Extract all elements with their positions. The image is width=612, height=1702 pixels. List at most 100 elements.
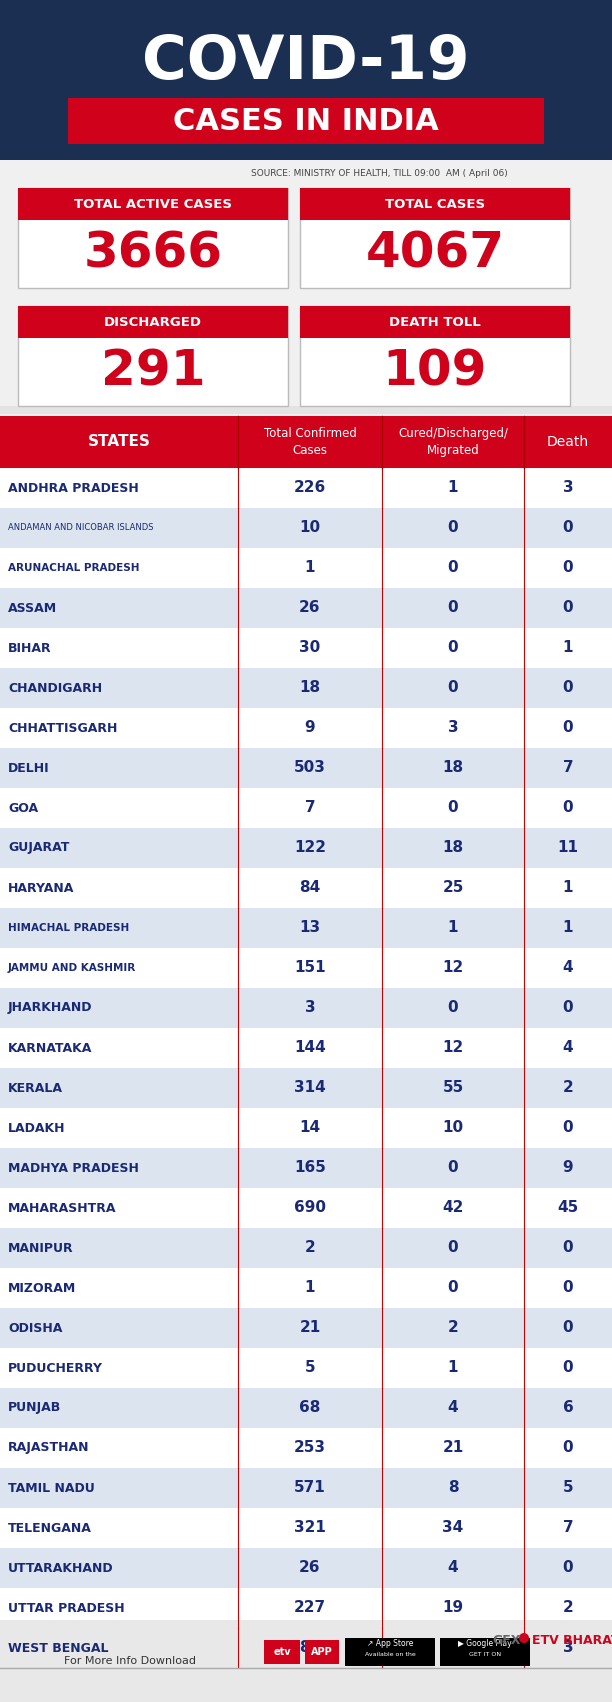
Text: DEATH TOLL: DEATH TOLL	[389, 315, 481, 328]
Text: MAHARASHTRA: MAHARASHTRA	[8, 1202, 116, 1215]
Text: 7: 7	[562, 761, 573, 776]
Text: 68: 68	[299, 1401, 321, 1416]
Text: 151: 151	[294, 960, 326, 975]
Bar	[0, 1268, 612, 1309]
Text: 84: 84	[299, 880, 321, 895]
Bar	[0, 1108, 612, 1149]
Text: GFX: GFX	[492, 1634, 520, 1646]
Bar	[0, 987, 612, 1028]
Bar	[0, 0, 612, 160]
Text: 0: 0	[448, 640, 458, 655]
Bar	[0, 948, 612, 987]
Text: 1: 1	[448, 921, 458, 936]
Bar	[345, 1637, 435, 1666]
Bar	[0, 1428, 612, 1469]
Text: 0: 0	[562, 1280, 573, 1295]
Text: 0: 0	[562, 1241, 573, 1256]
Text: 2: 2	[447, 1321, 458, 1336]
Text: Cured/Discharged/
Migrated: Cured/Discharged/ Migrated	[398, 427, 508, 458]
Text: 5: 5	[562, 1481, 573, 1496]
Text: PUDUCHERRY: PUDUCHERRY	[8, 1362, 103, 1375]
Text: 7: 7	[562, 1520, 573, 1535]
Text: 0: 0	[562, 560, 573, 575]
Bar	[264, 1641, 300, 1665]
Text: For More Info Download: For More Info Download	[64, 1656, 196, 1666]
Bar	[18, 187, 288, 220]
Text: HIMACHAL PRADESH: HIMACHAL PRADESH	[8, 922, 129, 933]
Bar	[0, 1348, 612, 1389]
Text: 42: 42	[442, 1200, 464, 1215]
Text: 0: 0	[448, 1280, 458, 1295]
Text: 14: 14	[299, 1120, 321, 1135]
Text: 144: 144	[294, 1040, 326, 1055]
Text: MIZORAM: MIZORAM	[8, 1282, 76, 1295]
Text: 0: 0	[562, 601, 573, 616]
Bar	[300, 187, 570, 288]
Text: 4: 4	[562, 960, 573, 975]
Text: 1: 1	[563, 921, 573, 936]
Text: 226: 226	[294, 480, 326, 495]
Text: 2: 2	[562, 1600, 573, 1615]
Text: 227: 227	[294, 1600, 326, 1615]
Text: 571: 571	[294, 1481, 326, 1496]
Text: 503: 503	[294, 761, 326, 776]
Bar	[0, 628, 612, 667]
Bar	[0, 160, 612, 187]
Text: ASSAM: ASSAM	[8, 601, 57, 614]
Text: 0: 0	[562, 681, 573, 696]
Text: GET IT ON: GET IT ON	[469, 1651, 501, 1656]
Text: 1: 1	[305, 1280, 315, 1295]
Text: 165: 165	[294, 1161, 326, 1176]
Bar	[300, 187, 570, 220]
Text: 321: 321	[294, 1520, 326, 1535]
Text: 0: 0	[448, 1001, 458, 1016]
Bar	[0, 827, 612, 868]
Text: 0: 0	[448, 800, 458, 815]
Text: 0: 0	[448, 521, 458, 536]
Text: 0: 0	[448, 1161, 458, 1176]
Text: 4: 4	[448, 1561, 458, 1576]
Text: TOTAL CASES: TOTAL CASES	[385, 197, 485, 211]
Text: CASES IN INDIA: CASES IN INDIA	[173, 107, 439, 136]
Text: 7: 7	[305, 800, 315, 815]
Text: 3: 3	[305, 1001, 315, 1016]
Bar	[0, 548, 612, 587]
Text: 13: 13	[299, 921, 321, 936]
Text: 3: 3	[448, 720, 458, 735]
Text: 25: 25	[442, 880, 464, 895]
Text: HARYANA: HARYANA	[8, 882, 75, 895]
Text: 55: 55	[442, 1081, 464, 1096]
Text: CHHATTISGARH: CHHATTISGARH	[8, 722, 118, 735]
Bar	[0, 1389, 612, 1428]
Text: 1: 1	[563, 880, 573, 895]
Text: SOURCE: MINISTRY OF HEALTH, TILL 09:00  AM ( April 06): SOURCE: MINISTRY OF HEALTH, TILL 09:00 A…	[251, 170, 508, 179]
Text: 10: 10	[299, 521, 321, 536]
Text: KARNATAKA: KARNATAKA	[8, 1042, 92, 1055]
Bar	[68, 99, 544, 145]
Text: WEST BENGAL: WEST BENGAL	[8, 1641, 108, 1654]
Text: ANDAMAN AND NICOBAR ISLANDS: ANDAMAN AND NICOBAR ISLANDS	[8, 524, 154, 533]
Text: etv: etv	[273, 1648, 291, 1658]
Text: 0: 0	[562, 1561, 573, 1576]
Text: 0: 0	[562, 1120, 573, 1135]
Bar	[0, 708, 612, 747]
Bar	[18, 306, 288, 407]
Text: 122: 122	[294, 841, 326, 856]
Text: 291: 291	[101, 347, 205, 397]
Circle shape	[519, 1632, 529, 1642]
Text: 0: 0	[562, 1001, 573, 1016]
Bar	[0, 1588, 612, 1629]
Text: 4: 4	[448, 1401, 458, 1416]
Text: 0: 0	[448, 1241, 458, 1256]
Text: 0: 0	[562, 1321, 573, 1336]
Bar	[0, 1668, 612, 1680]
Text: 12: 12	[442, 960, 464, 975]
Bar	[440, 1637, 530, 1666]
Text: 19: 19	[442, 1600, 463, 1615]
Text: 9: 9	[562, 1161, 573, 1176]
Text: ↗ App Store: ↗ App Store	[367, 1639, 413, 1649]
Text: 0: 0	[562, 720, 573, 735]
Bar	[0, 1549, 612, 1588]
Text: 11: 11	[558, 841, 578, 856]
Text: 45: 45	[558, 1200, 578, 1215]
